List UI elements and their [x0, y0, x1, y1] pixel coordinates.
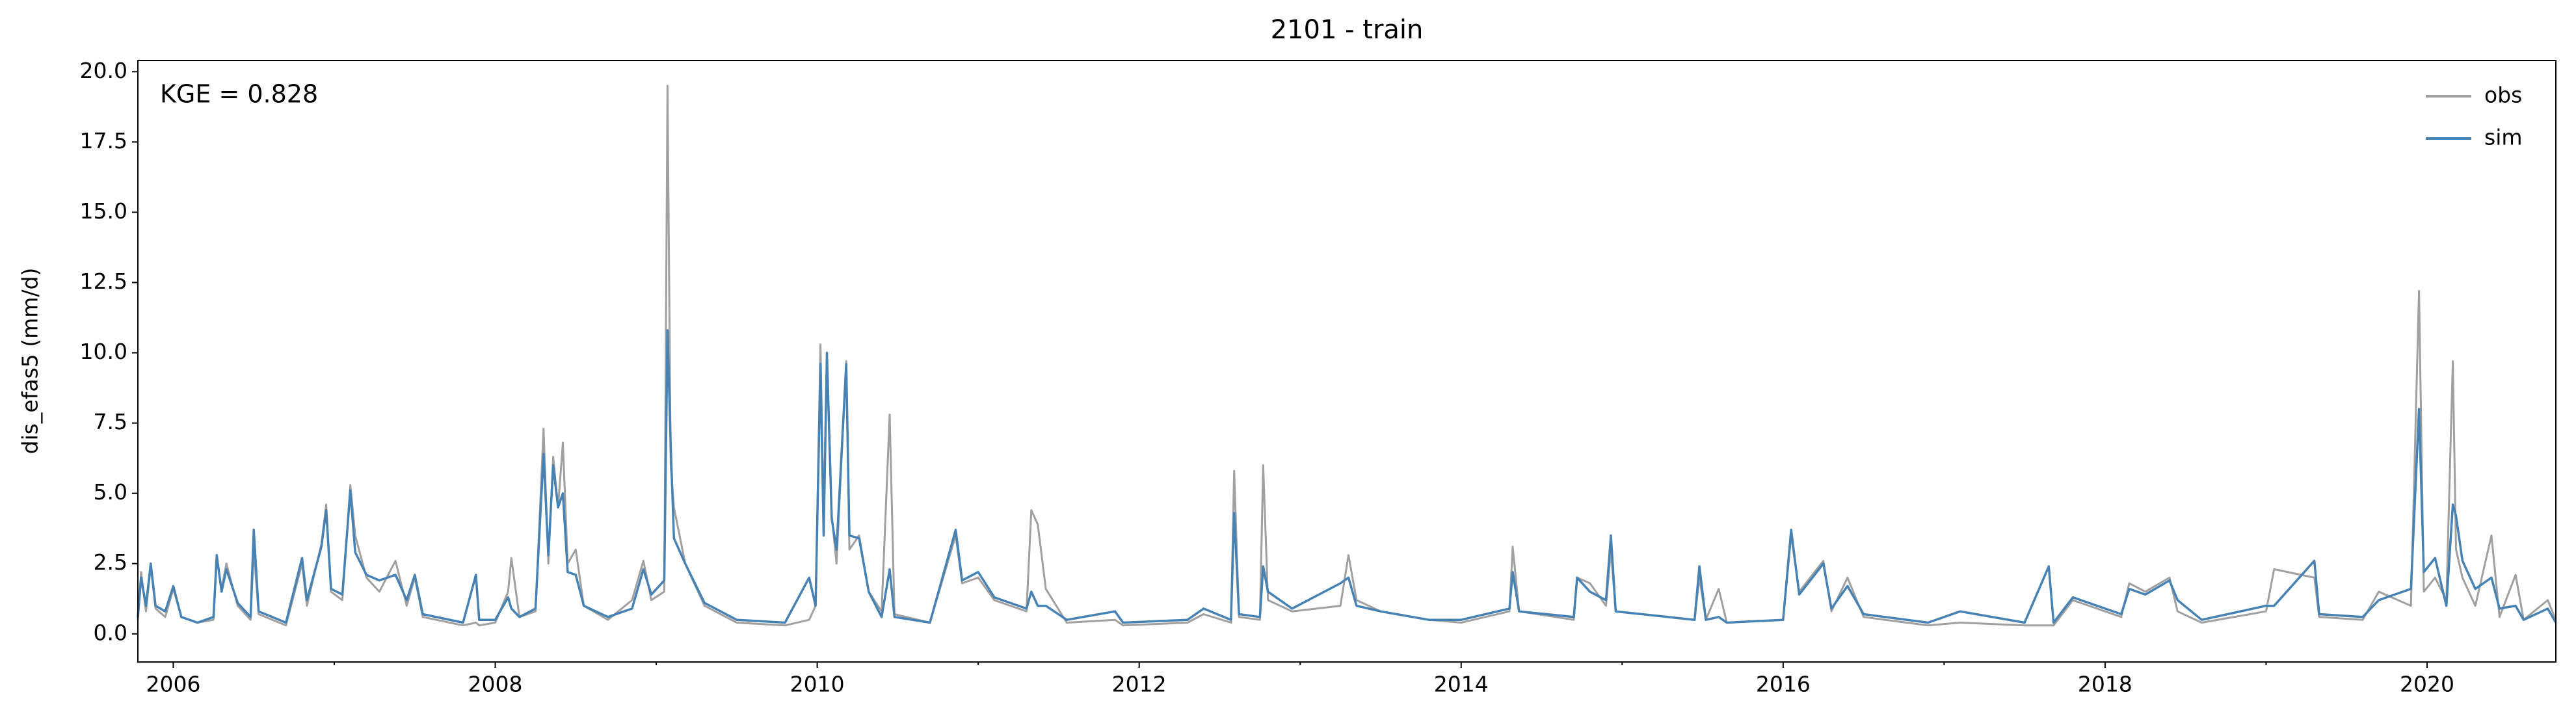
series-line — [137, 329, 2557, 624]
x-tick-label: 2020 — [2400, 672, 2454, 697]
annotation: KGE = 0.828 — [160, 80, 318, 109]
x-tick-label: 2014 — [1434, 672, 1489, 697]
y-tick-label: 10.0 — [80, 339, 127, 364]
x-tick-label: 2008 — [468, 672, 523, 697]
series-line — [137, 85, 2557, 627]
x-tick-label: 2010 — [790, 672, 845, 697]
y-tick-label: 17.5 — [80, 128, 127, 153]
x-tick-label: 2016 — [1756, 672, 1811, 697]
x-tick-label: 2018 — [2078, 672, 2132, 697]
x-tick-label: 2012 — [1112, 672, 1167, 697]
chart-title: 2101 - train — [1271, 15, 1424, 45]
y-tick-label: 20.0 — [80, 58, 127, 83]
y-tick-label: 12.5 — [80, 269, 127, 294]
y-axis-label: dis_efas5 (mm/d) — [18, 268, 43, 455]
y-tick-label: 7.5 — [94, 409, 127, 434]
y-tick-label: 2.5 — [94, 549, 127, 575]
x-tick-label: 2006 — [146, 672, 200, 697]
y-tick-label: 5.0 — [94, 479, 127, 505]
y-tick-label: 15.0 — [80, 198, 127, 224]
legend-label: sim — [2484, 125, 2523, 150]
plot-frame — [137, 60, 2556, 663]
legend-label: obs — [2484, 83, 2522, 108]
y-tick-label: 0.0 — [94, 620, 127, 645]
